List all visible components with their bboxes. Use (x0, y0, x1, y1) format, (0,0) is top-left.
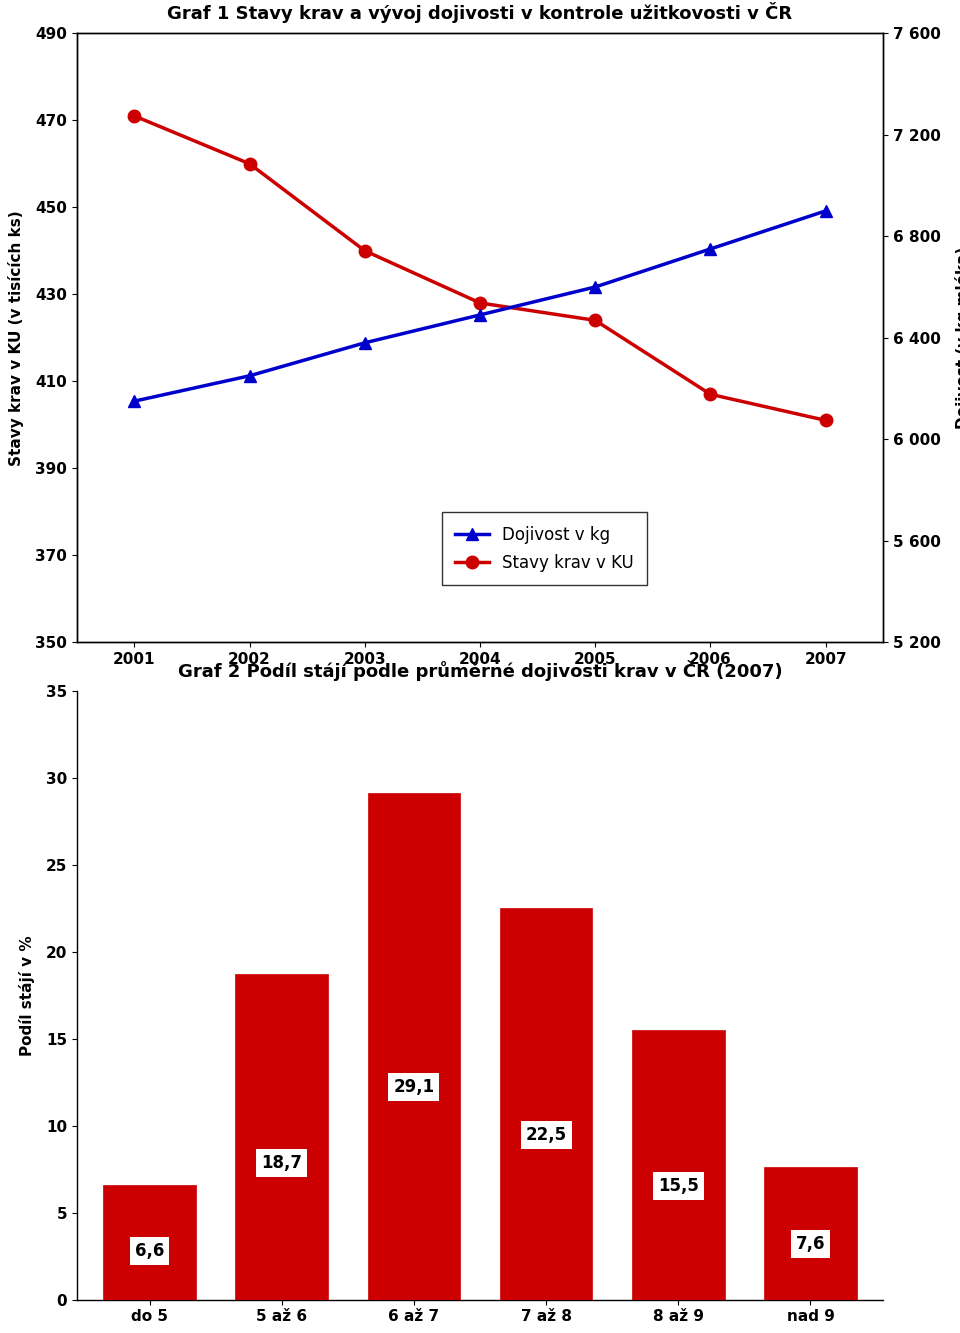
Text: 7,6: 7,6 (796, 1236, 826, 1253)
Bar (104, 1185, 196, 1300)
Text: 6,6: 6,6 (134, 1242, 164, 1261)
Y-axis label: Stavy krav v KU (v tisících ks): Stavy krav v KU (v tisících ks) (8, 209, 24, 465)
Title: Graf 1 Stavy krav a vývoj dojivosti v kontrole užitkovosti v ČR: Graf 1 Stavy krav a vývoj dojivosti v ko… (167, 3, 793, 24)
Bar (235, 974, 328, 1300)
Text: 29,1: 29,1 (394, 1078, 435, 1096)
Bar (632, 1030, 725, 1300)
Text: 15,5: 15,5 (658, 1177, 699, 1196)
Legend: Dojivost v kg, Stavy krav v KU: Dojivost v kg, Stavy krav v KU (442, 512, 647, 585)
Y-axis label: Podíl stájí v %: Podíl stájí v % (18, 934, 35, 1056)
Title: Graf 2 Podíl stájí podle průměrné dojivosti krav v ČR (2007): Graf 2 Podíl stájí podle průměrné dojivo… (178, 660, 782, 681)
Text: 18,7: 18,7 (261, 1154, 302, 1172)
Bar (368, 793, 460, 1300)
Bar (500, 908, 592, 1300)
Bar (764, 1168, 856, 1300)
Y-axis label: Dojivost (v kg mléka): Dojivost (v kg mléka) (954, 247, 960, 429)
Text: 22,5: 22,5 (525, 1126, 566, 1144)
